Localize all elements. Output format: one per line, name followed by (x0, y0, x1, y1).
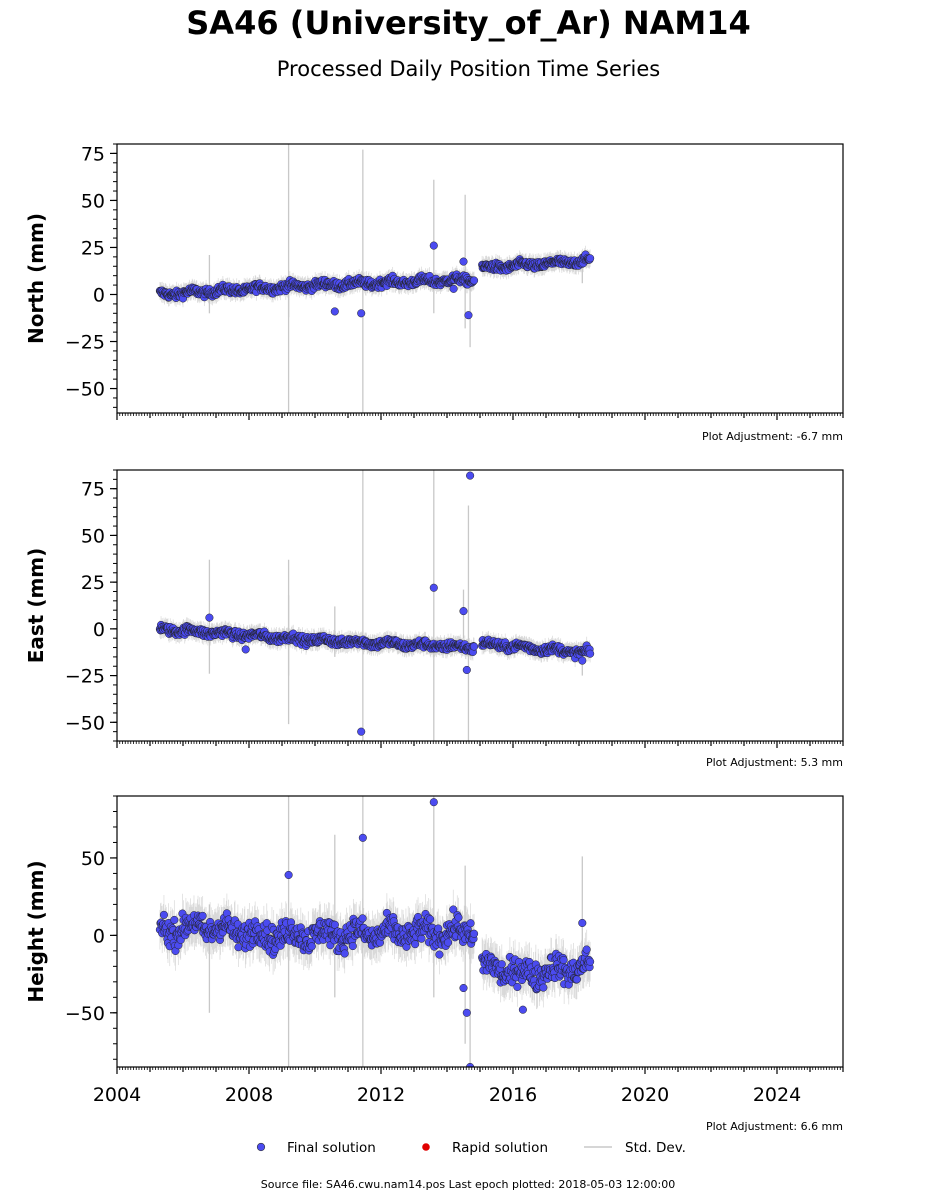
outlier-point (429, 241, 438, 250)
final-solution-point (470, 929, 479, 938)
final-solution-point (159, 910, 168, 919)
y-tick-label: −50 (65, 712, 105, 734)
y-axis-label: North (mm) (24, 213, 48, 344)
final-solution-point (497, 960, 506, 969)
final-solution-point (234, 943, 243, 952)
final-solution-point (358, 914, 367, 923)
y-tick-label: 75 (81, 479, 105, 501)
plot-frame (116, 469, 844, 742)
panel-data (155, 144, 595, 413)
outlier-point (459, 607, 468, 616)
outlier-point (330, 307, 339, 316)
final-solution-point (307, 942, 316, 951)
y-tick-label: 50 (81, 190, 105, 212)
final-solution-point (198, 911, 207, 920)
final-solution-point (466, 919, 475, 928)
final-solution-point (170, 915, 179, 925)
y-tick-label: 0 (93, 619, 105, 641)
final-solution-point (586, 649, 595, 658)
outlier-point (241, 645, 250, 654)
y-tick-label: 75 (81, 143, 105, 165)
y-axis-label: East (mm) (24, 548, 48, 664)
outlier-point (466, 471, 475, 480)
y-tick-label: 25 (81, 572, 105, 594)
y-tick-label: 0 (93, 284, 105, 306)
outlier-point (357, 727, 366, 736)
outlier-point (429, 583, 438, 592)
outlier-point (462, 665, 471, 675)
final-solution-point (444, 938, 453, 947)
y-tick-label: −50 (65, 379, 105, 401)
final-solution-point (340, 949, 349, 958)
final-solution-point (426, 915, 435, 924)
chart-title: SA46 (University_of_Ar) NAM14 (186, 4, 751, 42)
panel-2: −50 −25 0 25 50 75 East (mm) Plot Adjustment: 5… (24, 469, 844, 769)
chart-subtitle: Processed Daily Position Time Series (276, 57, 661, 81)
panel-1: −50 −25 0 25 50 75 North (mm) Plot Adjustment: … (24, 143, 844, 443)
final-solution-point (417, 934, 426, 943)
y-tick-label: −25 (65, 332, 105, 354)
final-solution-point (470, 276, 479, 285)
final-solution-point (539, 983, 548, 992)
final-solution-point (449, 905, 458, 914)
outlier-point (357, 309, 366, 318)
y-tick-label: 50 (81, 525, 105, 547)
outlier-point (578, 656, 587, 665)
outlier-point (459, 257, 468, 266)
panel-data (155, 796, 595, 1067)
plot-adjustment-label: Plot Adjustment: 5.3 mm (706, 756, 843, 769)
plot-adjustment-label: Plot Adjustment: -6.7 mm (702, 430, 843, 443)
outlier-point (449, 284, 458, 293)
final-solution-point (434, 924, 443, 933)
final-solution-point (586, 254, 595, 263)
final-solution-point (470, 642, 479, 651)
y-tick-label: −25 (65, 666, 105, 688)
y-tick-label: 25 (81, 237, 105, 259)
final-solution-point (454, 913, 463, 922)
panel-data (155, 470, 595, 741)
outlier-point (205, 613, 214, 622)
final-solution-point (513, 982, 522, 991)
final-solution-point (411, 940, 420, 949)
final-solution-point (435, 950, 444, 959)
outlier-point (464, 311, 473, 320)
final-solution-point (348, 942, 357, 951)
